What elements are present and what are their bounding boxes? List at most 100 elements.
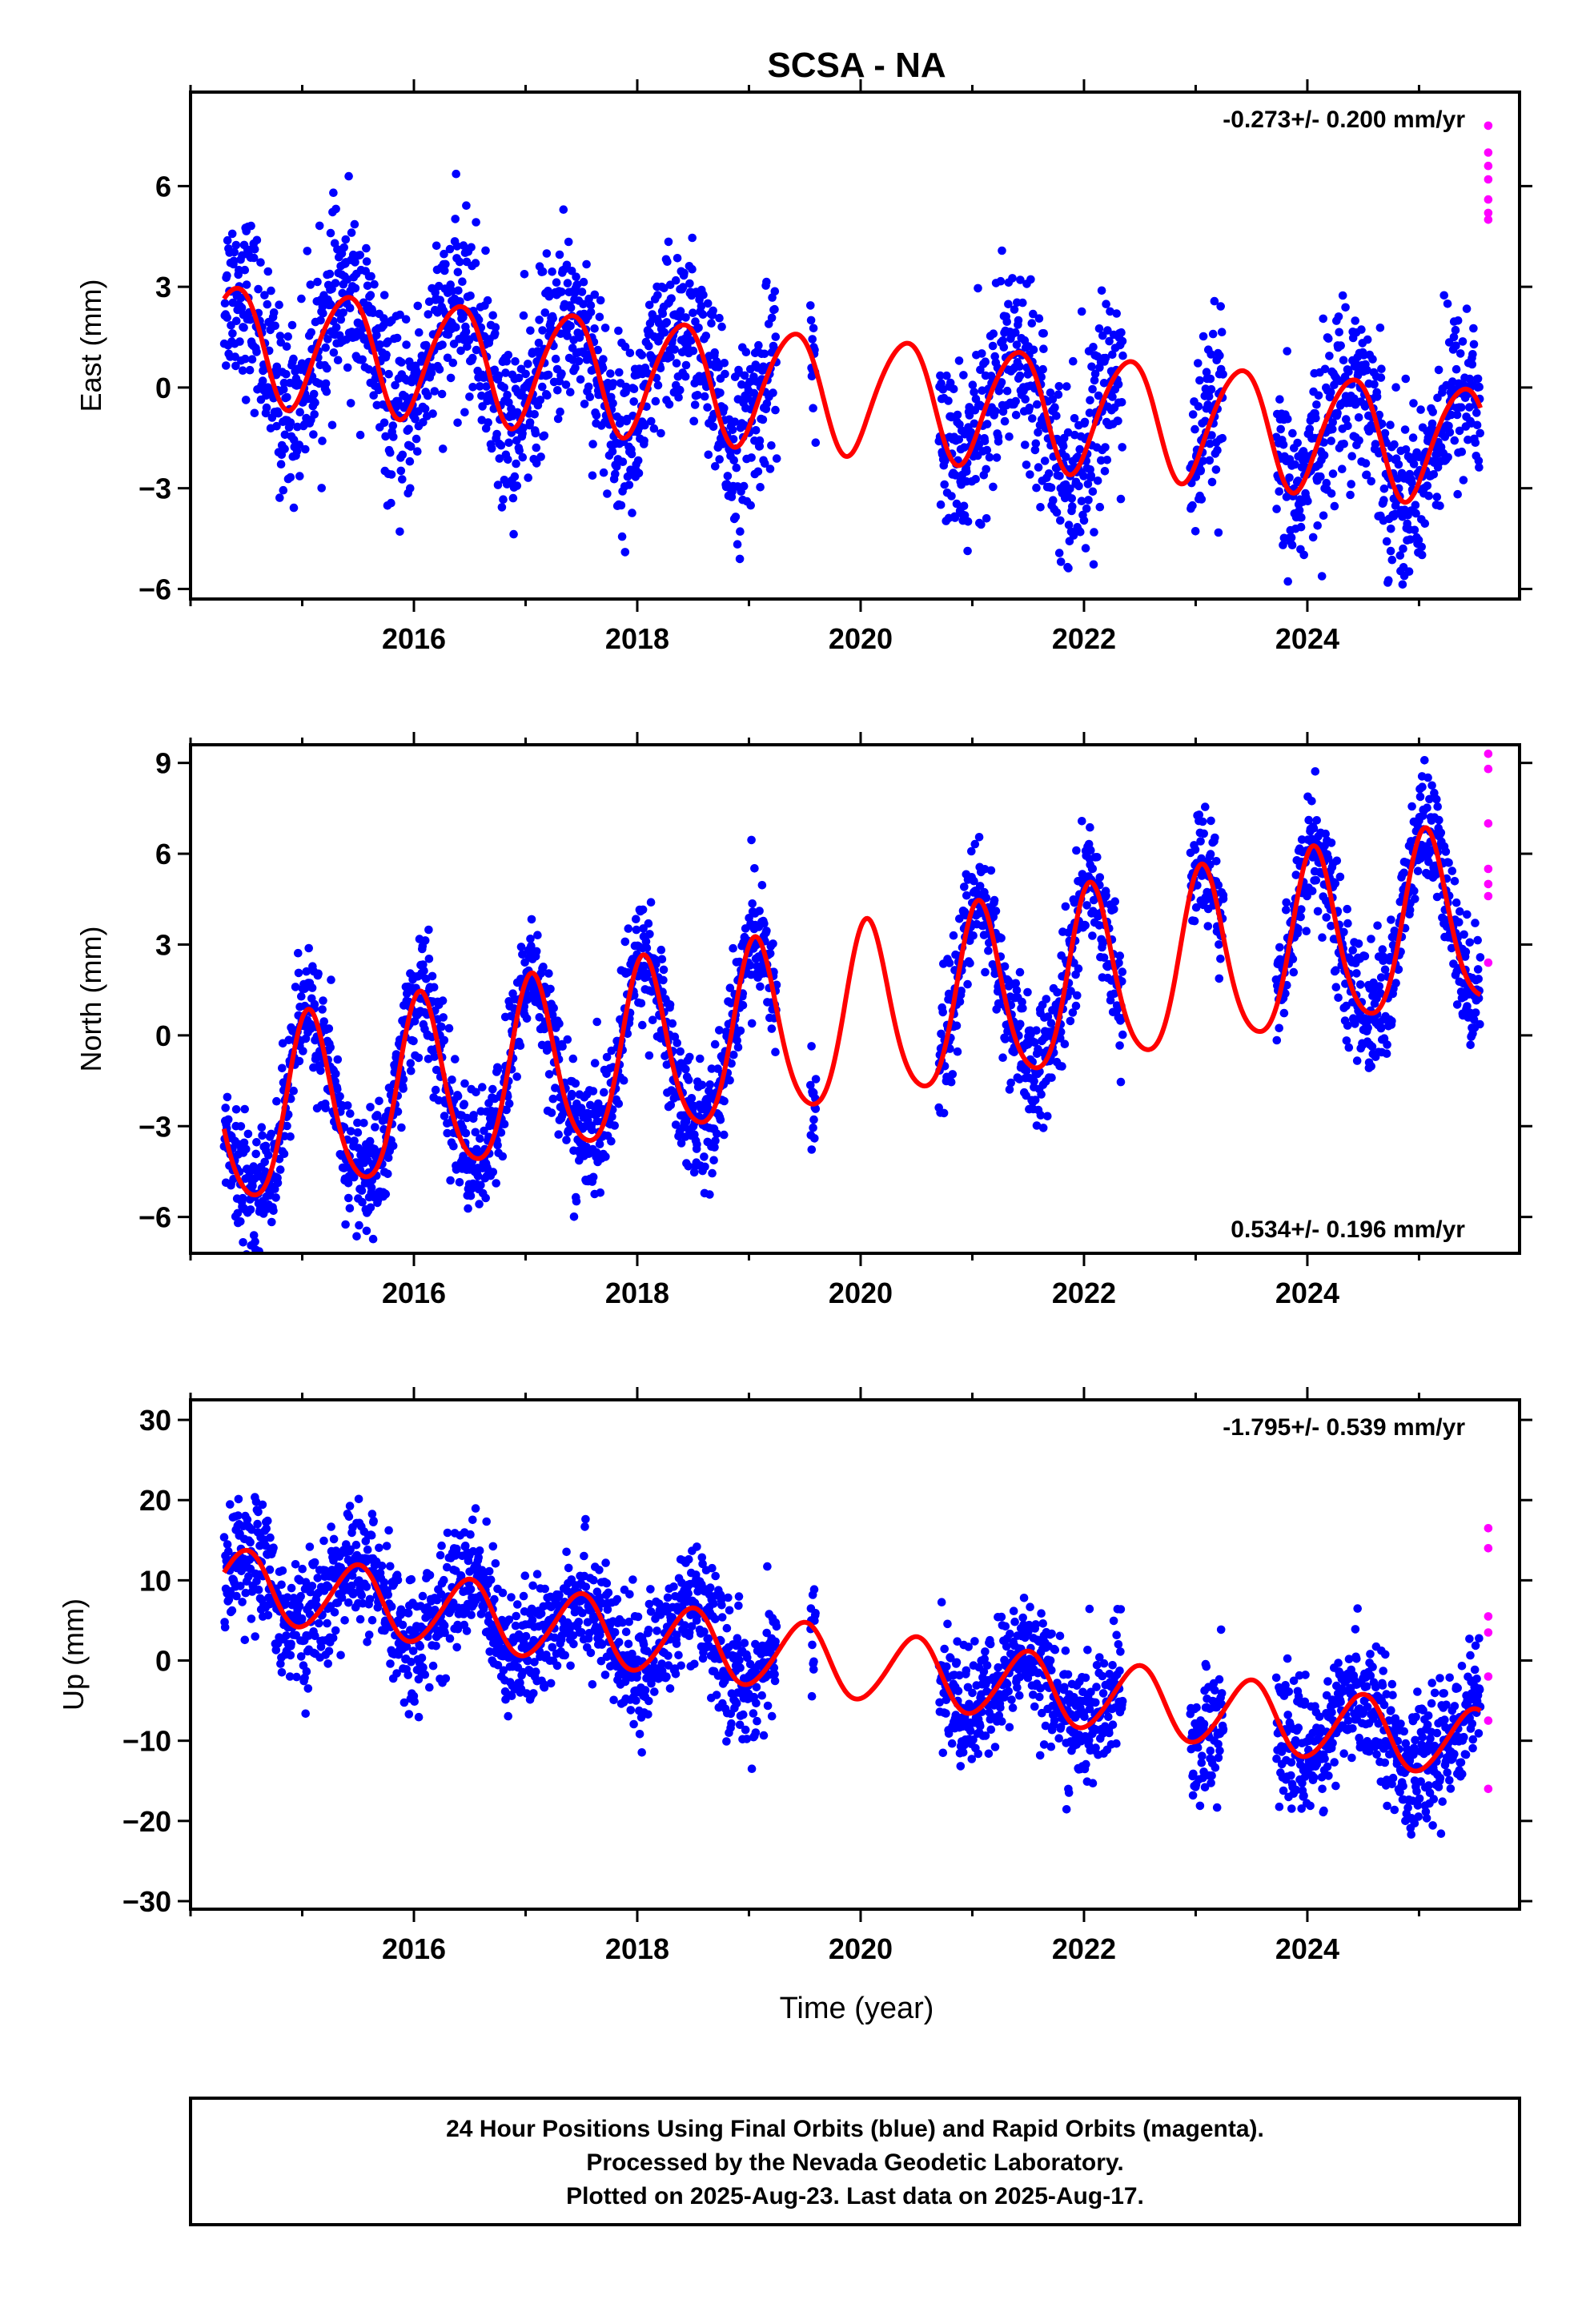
data-point: [1469, 324, 1478, 333]
data-point: [231, 240, 241, 250]
data-point: [656, 945, 666, 955]
data-point: [1334, 993, 1343, 1003]
data-point: [1322, 478, 1331, 488]
data-point: [350, 1136, 359, 1145]
data-point: [1406, 535, 1415, 544]
data-point: [524, 473, 532, 482]
data-point: [386, 448, 395, 457]
data-point: [1313, 907, 1323, 916]
data-point: [1391, 979, 1400, 987]
data-point: [949, 384, 958, 394]
data-point: [428, 409, 437, 418]
data-point: [1089, 560, 1098, 569]
data-point: [282, 370, 291, 379]
data-point: [1312, 816, 1321, 825]
data-point: [982, 514, 991, 523]
data-point: [1452, 341, 1460, 351]
data-point: [455, 1178, 464, 1187]
data-point: [428, 971, 437, 981]
data-point: [536, 452, 545, 461]
data-point: [620, 937, 630, 947]
data-point: [962, 891, 971, 900]
data-point: [999, 343, 1009, 352]
rapid-point: [1484, 208, 1493, 218]
data-point: [319, 996, 327, 1005]
data-point: [1086, 396, 1094, 405]
data-point: [1339, 927, 1348, 937]
data-point: [368, 1234, 378, 1244]
data-point: [966, 428, 976, 437]
data-point: [592, 1148, 601, 1157]
data-point: [287, 320, 297, 330]
data-point: [1343, 904, 1351, 914]
data-point: [287, 1639, 295, 1649]
data-point: [937, 1029, 946, 1039]
rapid-point: [1484, 175, 1493, 184]
rate-annotation: 0.534+/- 0.196 mm/yr: [1231, 1216, 1465, 1243]
data-point: [247, 355, 257, 364]
data-point: [617, 532, 627, 541]
data-point: [1053, 987, 1062, 997]
data-point: [512, 1072, 521, 1081]
data-point: [1058, 441, 1068, 451]
data-point: [319, 1017, 329, 1026]
data-point: [1030, 445, 1040, 455]
data-point: [452, 323, 460, 332]
data-point: [240, 1635, 250, 1645]
data-point: [367, 271, 375, 281]
data-point: [1360, 951, 1370, 961]
data-point: [614, 326, 623, 336]
data-point: [1026, 275, 1035, 284]
data-point: [1404, 567, 1414, 576]
data-point: [1330, 501, 1339, 511]
data-point: [231, 361, 240, 371]
data-point: [307, 328, 316, 337]
data-point: [1456, 349, 1465, 358]
data-point: [568, 1054, 578, 1063]
data-point: [1105, 336, 1114, 346]
data-point: [585, 392, 595, 402]
data-point: [1215, 351, 1224, 360]
data-point: [263, 1516, 272, 1526]
data-point: [1376, 373, 1386, 382]
data-point: [1343, 1021, 1352, 1030]
data-point: [1354, 939, 1363, 948]
data-point: [1347, 452, 1356, 460]
data-point: [1198, 817, 1207, 826]
data-point: [1093, 476, 1102, 485]
data-point: [322, 387, 331, 396]
data-point: [681, 360, 691, 370]
data-point: [327, 420, 337, 430]
data-point: [1068, 1008, 1078, 1017]
data-point: [644, 341, 653, 351]
data-point: [463, 1113, 472, 1123]
data-point: [1328, 469, 1338, 478]
data-point: [1291, 460, 1299, 469]
data-point: [1021, 440, 1030, 449]
data-point: [1015, 371, 1025, 380]
data-point: [1414, 536, 1423, 545]
data-point: [1424, 491, 1433, 501]
data-point: [1275, 487, 1283, 496]
data-point: [608, 1112, 616, 1121]
data-point: [646, 898, 656, 907]
data-point: [227, 229, 237, 239]
data-point: [1384, 576, 1393, 585]
data-point: [1373, 921, 1382, 931]
data-point: [384, 369, 393, 379]
data-point: [696, 1054, 705, 1063]
data-point: [1296, 912, 1305, 922]
rapid-point: [1484, 148, 1493, 157]
data-point: [671, 275, 681, 285]
data-point: [767, 313, 777, 323]
data-point: [235, 265, 243, 275]
data-point: [1431, 870, 1440, 879]
data-point: [769, 939, 777, 948]
data-point: [1296, 522, 1306, 532]
data-point: [515, 446, 524, 455]
data-point: [1058, 1062, 1066, 1071]
data-point: [280, 430, 290, 440]
data-point: [1297, 835, 1307, 844]
data-point: [620, 342, 630, 352]
data-point: [254, 1507, 263, 1517]
